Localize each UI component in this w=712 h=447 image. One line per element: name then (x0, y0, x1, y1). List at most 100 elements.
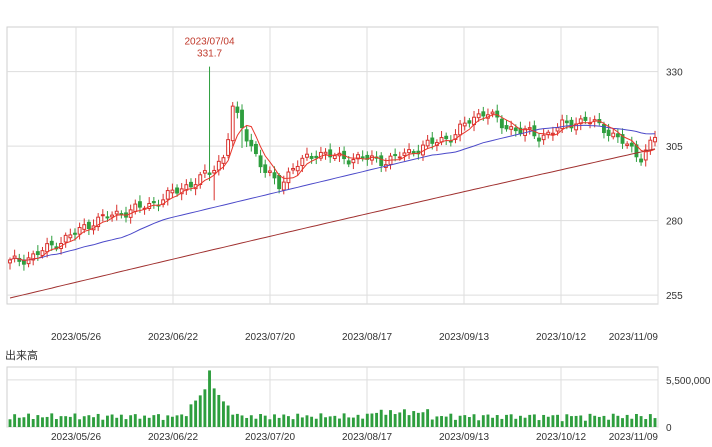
volume-bar (235, 413, 239, 427)
volume-x-tick-label: 2023/08/17 (342, 432, 392, 443)
price-x-tick-label: 2023/06/22 (148, 332, 198, 343)
high-date-annotation: 2023/07/04 (185, 37, 235, 48)
volume-bar (64, 416, 68, 427)
candle-up (425, 139, 430, 147)
candle-down (639, 158, 644, 163)
volume-bar (87, 415, 91, 427)
volume-bar (444, 416, 448, 427)
candle-down (620, 134, 625, 144)
candle-down (207, 172, 212, 175)
candle-down (583, 116, 588, 121)
volume-bar (263, 415, 267, 427)
volume-bar (300, 417, 304, 427)
volume-bar (180, 414, 184, 427)
candle-down (249, 139, 254, 147)
volume-bar (579, 415, 583, 427)
volume-plot-frame (6, 366, 659, 428)
candle-up (230, 105, 235, 142)
volume-bar (583, 420, 587, 427)
candle-up (110, 214, 115, 218)
candle-up (527, 127, 532, 130)
volume-bar (347, 417, 351, 427)
candle-down (258, 155, 263, 168)
series-layer (8, 66, 657, 427)
volume-bar (412, 411, 416, 427)
volume-bar (556, 414, 559, 427)
candle-up (476, 113, 481, 119)
volume-bar (454, 419, 457, 427)
candle-up (8, 259, 12, 264)
volume-bar (407, 415, 411, 427)
volume-bar (621, 418, 624, 427)
volume-bar (602, 415, 606, 427)
volume-x-tick-label: 2023/07/20 (245, 432, 295, 443)
volume-bar (226, 405, 230, 427)
candle-down (499, 118, 504, 129)
volume-bar (630, 418, 634, 427)
candle-up (96, 216, 101, 228)
candle-up (643, 149, 648, 161)
moving-average-short-line (9, 114, 656, 261)
candle-up (286, 171, 291, 184)
volume-x-tick-label: 2023/06/22 (148, 432, 198, 443)
candle-up (291, 167, 295, 171)
volume-bar (59, 416, 63, 427)
volume-bar (222, 401, 225, 427)
price-x-tick-label: 2023/08/17 (342, 332, 392, 343)
candle-up (300, 157, 305, 167)
price-y-tick-label: 330 (666, 68, 683, 79)
volume-bar (277, 417, 281, 427)
candle-down (244, 129, 249, 142)
volume-bar (17, 417, 21, 427)
volume-bar (203, 389, 207, 427)
volume-bar (537, 420, 541, 427)
volume-bar (245, 417, 249, 427)
candle-down (137, 201, 142, 208)
volume-bar (22, 417, 26, 427)
volume-bar (597, 416, 601, 427)
volume-bar (208, 370, 211, 427)
volume-bar (138, 418, 142, 427)
candle-up (458, 123, 463, 136)
volume-bar (491, 417, 495, 427)
volume-bar (560, 421, 564, 427)
candle-down (467, 120, 472, 124)
volume-bar (458, 415, 462, 427)
candle-down (513, 127, 518, 132)
candle-up (133, 203, 138, 212)
candle-up (226, 139, 231, 156)
candle-up (509, 126, 514, 130)
volume-bar (467, 417, 471, 427)
candle-down (328, 149, 333, 158)
candle-down (602, 124, 606, 134)
volume-bar (607, 419, 611, 427)
volume-bar (68, 416, 72, 427)
candle-up (648, 139, 653, 151)
candle-up (212, 169, 217, 174)
candle-up (462, 122, 467, 127)
volume-bar (570, 416, 573, 427)
candle-up (267, 170, 272, 173)
volume-bar (338, 418, 341, 427)
candle-up (323, 151, 328, 155)
candle-down (504, 125, 509, 130)
volume-bar (161, 419, 165, 427)
volume-bar (82, 416, 86, 427)
candle-up (625, 143, 630, 146)
candle-up (295, 165, 300, 172)
candle-down (309, 156, 314, 159)
candle-down (629, 142, 634, 147)
candle-down (430, 137, 435, 144)
volume-bar (147, 417, 151, 427)
candle-down (151, 201, 156, 204)
volume-bar (198, 395, 202, 427)
candle-down (105, 216, 110, 219)
candle-up (305, 153, 309, 158)
candle-up (31, 253, 36, 261)
candle-up (402, 152, 407, 156)
volume-bar (463, 415, 467, 427)
candle-up (550, 132, 555, 135)
price-x-tick-label: 2023/10/12 (536, 332, 586, 343)
volume-bar (282, 414, 286, 427)
candle-up (332, 155, 337, 159)
